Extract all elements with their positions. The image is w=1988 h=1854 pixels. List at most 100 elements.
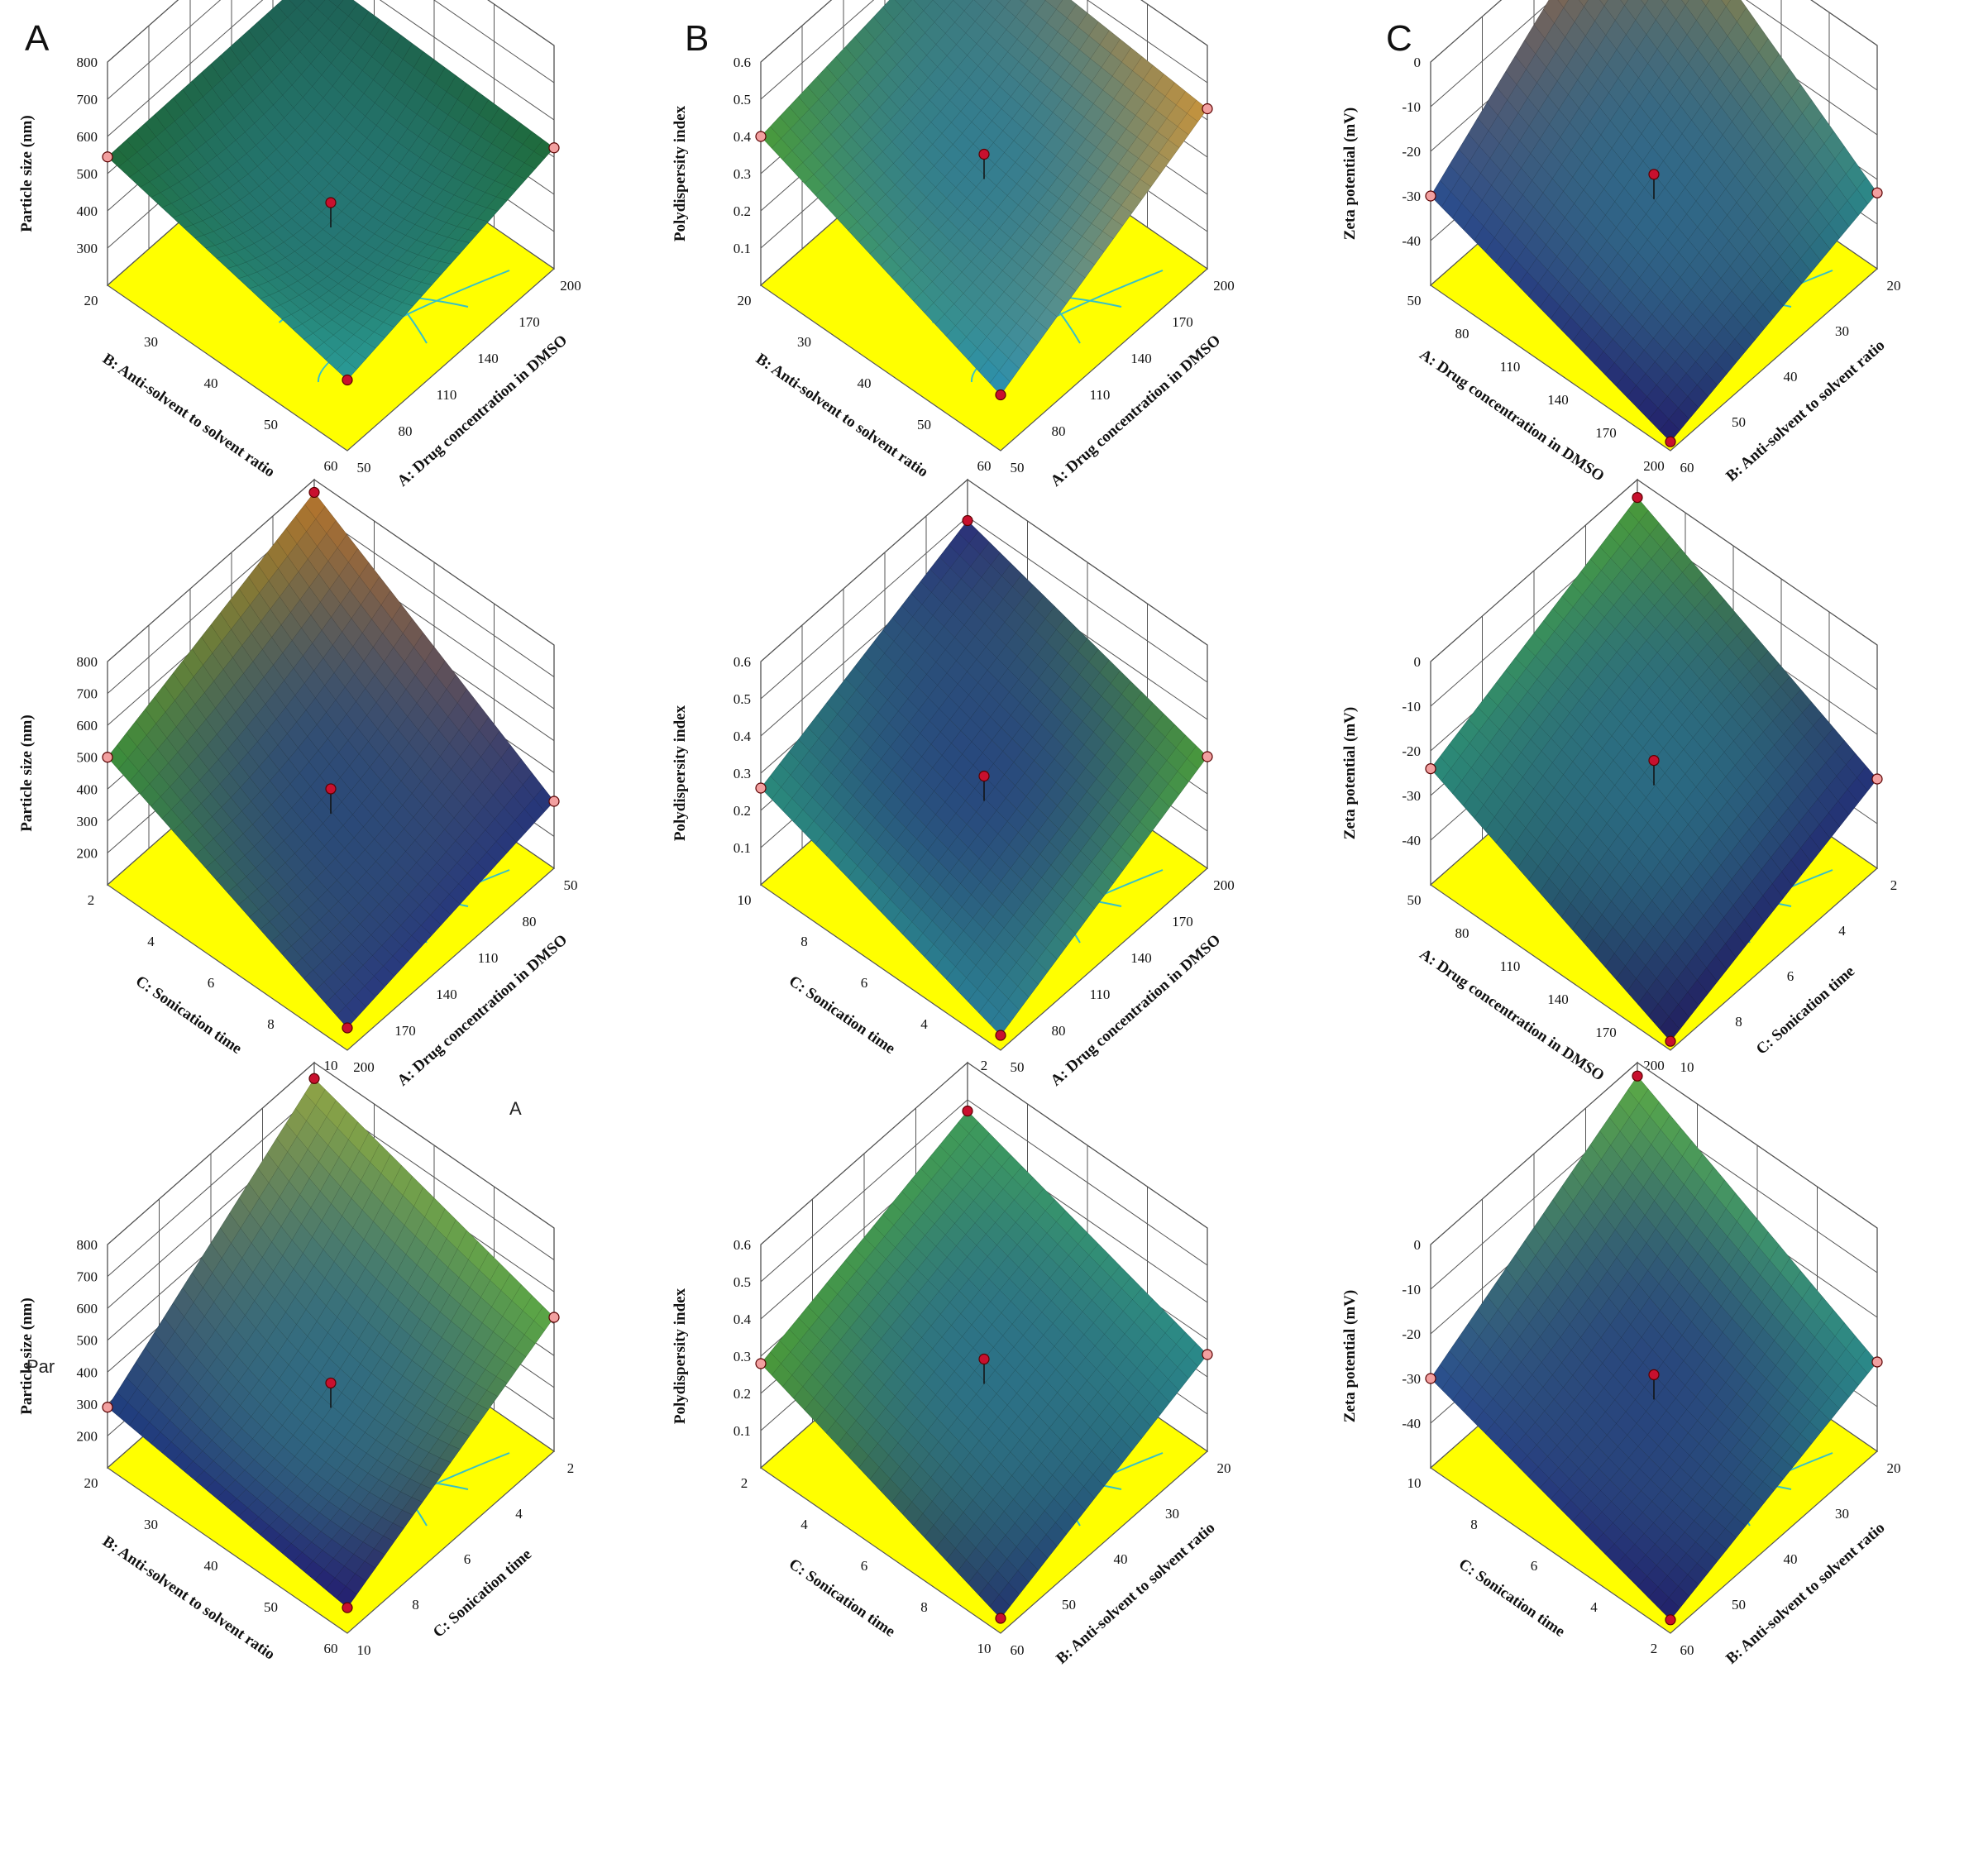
x-tick-label: 60 <box>977 458 992 474</box>
design-point-back <box>1632 492 1643 504</box>
surface-cell <box>989 370 1011 395</box>
z-tick-label: 0.6 <box>734 1237 751 1253</box>
x-tick-label: 60 <box>324 458 338 474</box>
design-point-leftmost <box>1425 190 1436 202</box>
x-tick-label: 60 <box>324 1641 338 1656</box>
z-axis-label: Zeta potential (mV) <box>1341 707 1359 839</box>
design-points <box>1425 169 1883 447</box>
panel-b3: 0.1 0.2 0.3 0.4 0.5 0.6 Polydispersity index 2 4… <box>653 1061 1315 1828</box>
z-tick-label: 0.6 <box>734 654 751 670</box>
y-tick-label: 4 <box>1838 923 1846 939</box>
surface-cell <box>1641 0 1649 6</box>
panel-c3: 0 -10 -20 -30 -40 Zeta potential (mV) 10 8 6 4 2 C:… <box>1323 1061 1985 1828</box>
panel-c2: 0 -10 -20 -30 -40 Zeta potential (mV) 50 80 110 1… <box>1323 478 1985 1245</box>
surface-cell <box>989 1011 1011 1036</box>
x-tick-label: 8 <box>800 934 808 949</box>
z-axis-label: Polydispersity index <box>671 105 689 241</box>
x-tick-label: 30 <box>144 1517 158 1532</box>
response-surface <box>760 0 1208 395</box>
y-tick-label: 2 <box>567 1460 575 1476</box>
response-surface <box>107 1078 555 1608</box>
x-tick-label: 8 <box>267 1016 275 1032</box>
x-tick-label: 170 <box>1595 1025 1617 1040</box>
x-axis-label: C: Sonication time <box>786 972 898 1058</box>
z-tick-label: 0.4 <box>734 129 752 145</box>
y-tick-label: 4 <box>515 1506 523 1522</box>
z-tick-label: -40 <box>1402 833 1421 848</box>
panel-b2: 0.1 0.2 0.3 0.4 0.5 0.6 Polydispersity index 10… <box>653 478 1315 1245</box>
z-tick-label: 300 <box>77 1397 98 1412</box>
y-tick-label: 8 <box>1735 1014 1742 1030</box>
y-axis-label: C: Sonication time <box>1753 963 1858 1058</box>
z-gridline-right <box>1637 479 1878 646</box>
z-tick-label: 0 <box>1414 1237 1422 1253</box>
x-tick-label: 6 <box>208 975 215 991</box>
design-point-front <box>995 1030 1006 1041</box>
z-tick-label: -30 <box>1402 1371 1421 1387</box>
z-tick-label: 0.1 <box>734 241 751 256</box>
panel-a1: 300 400 500 600 700 800 Particle size (nm) 20 30… <box>0 0 662 645</box>
x-tick-label: 20 <box>84 293 98 308</box>
y-tick-label: 170 <box>519 314 540 330</box>
z-tick-label: 400 <box>77 1364 98 1380</box>
y-tick-label: 40 <box>1784 369 1798 385</box>
design-point-leftmost <box>102 752 113 763</box>
z-axis-label: Polydispersity index <box>671 705 689 841</box>
x-tick-label: 200 <box>1643 458 1665 474</box>
x-tick-label: 10 <box>738 892 752 908</box>
y-tick-label: 80 <box>1052 1023 1066 1039</box>
design-point-front <box>342 1602 353 1613</box>
y-tick-label: 80 <box>1052 423 1066 439</box>
y-tick-label: 6 <box>464 1551 471 1567</box>
z-axis-label: Zeta potential (mV) <box>1341 108 1359 240</box>
x-tick-label: 110 <box>1500 359 1521 375</box>
response-surface <box>760 1111 1208 1619</box>
stray-label-a: A <box>509 1098 522 1119</box>
z-axis-label: Particle size (nm) <box>18 714 36 831</box>
design-point-leftmost <box>755 782 767 794</box>
design-point-leftmost <box>102 1402 113 1413</box>
z-tick-label: 0.1 <box>734 840 751 856</box>
design-point-right <box>1871 1356 1883 1368</box>
design-point-right <box>548 796 560 807</box>
y-tick-label: 50 <box>1732 414 1746 430</box>
z-gridline-left <box>107 0 179 63</box>
z-tick-label: 600 <box>77 1301 98 1316</box>
design-points <box>755 1105 1213 1624</box>
y-tick-label: 140 <box>1130 950 1152 966</box>
response-surface <box>107 0 555 380</box>
design-points <box>755 103 1213 401</box>
design-point-center <box>978 1353 990 1365</box>
x-tick-label: 170 <box>1595 425 1617 441</box>
design-point-center <box>1648 755 1660 767</box>
y-tick-label: 20 <box>1887 278 1901 294</box>
x-tick-label: 80 <box>1455 925 1469 941</box>
y-tick-label: 20 <box>1217 1460 1231 1476</box>
design-point-right <box>1202 103 1213 115</box>
surface-cell <box>1019 0 1029 5</box>
response-surface <box>107 491 555 1029</box>
z-tick-label: -40 <box>1402 1416 1421 1431</box>
panel-b1: 0.1 0.2 0.3 0.4 0.5 0.6 Polydispersity index 20… <box>653 0 1315 645</box>
z-tick-label: 300 <box>77 241 98 256</box>
z-tick-label: 0.4 <box>734 729 752 744</box>
y-tick-label: 60 <box>1680 460 1694 475</box>
design-point-center <box>1648 1369 1660 1380</box>
x-tick-label: 40 <box>204 375 218 391</box>
x-tick-label: 6 <box>861 975 868 991</box>
y-tick-label: 140 <box>477 351 499 366</box>
y-tick-label: 50 <box>1732 1597 1746 1613</box>
design-point-back <box>962 514 973 527</box>
y-tick-label: 200 <box>1213 278 1235 294</box>
x-tick-label: 2 <box>1651 1641 1658 1656</box>
x-tick-label: 50 <box>917 417 931 432</box>
response-surface <box>1430 0 1878 442</box>
y-tick-label: 200 <box>353 1059 375 1075</box>
z-tick-label: -30 <box>1402 189 1421 204</box>
z-tick-label: 0.1 <box>734 1423 751 1439</box>
surface-cell <box>1579 0 1589 7</box>
y-tick-label: 50 <box>357 460 371 475</box>
z-axis-label: Zeta potential (mV) <box>1341 1290 1359 1422</box>
design-point-center <box>325 783 337 795</box>
